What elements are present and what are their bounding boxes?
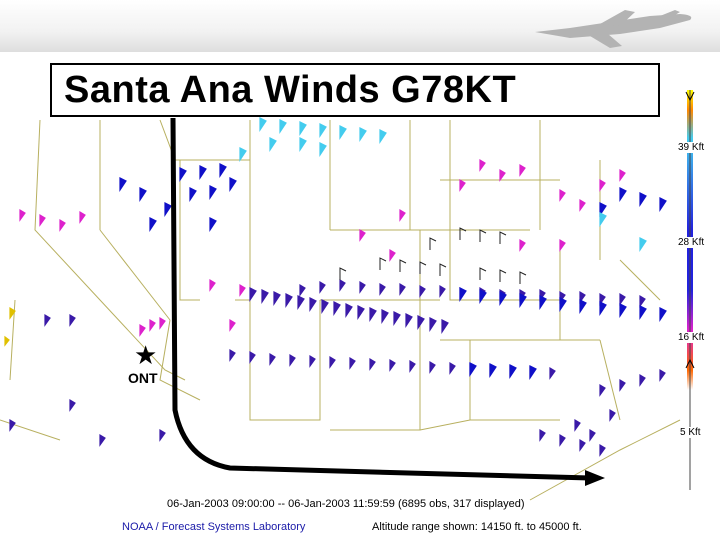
wind-barbs-blue [119,163,667,380]
wind-path-line [170,117,591,481]
wind-barbs-black [339,227,527,284]
altitude-label-16: 16 Kft [678,332,705,343]
altitude-range-caption: Altitude range shown: 14150 ft. to 45000… [372,521,582,533]
org-caption: NOAA / Forecast Systems Laboratory [122,521,306,533]
altitude-label-5: 5 Kft [680,427,701,438]
map-title: Santa Ana Winds G78KT [50,63,660,117]
airplane-icon [535,10,692,48]
altitude-label-28: 28 Kft [678,237,705,248]
wind-map [0,117,681,501]
wind-barbs-purple [9,278,666,457]
altitude-legend-bar [685,90,695,490]
star-icon: ★ [134,340,158,370]
station-label-ont: ONT [128,370,158,386]
wind-barbs-magenta [19,158,626,337]
wind-path-arrowhead [585,470,605,486]
wind-barbs-yellow [4,306,16,347]
wind-barbs-cyan [239,117,647,252]
time-range-caption: 06-Jan-2003 09:00:00 -- 06-Jan-2003 11:5… [167,498,525,510]
altitude-label-39: 39 Kft [678,142,705,153]
